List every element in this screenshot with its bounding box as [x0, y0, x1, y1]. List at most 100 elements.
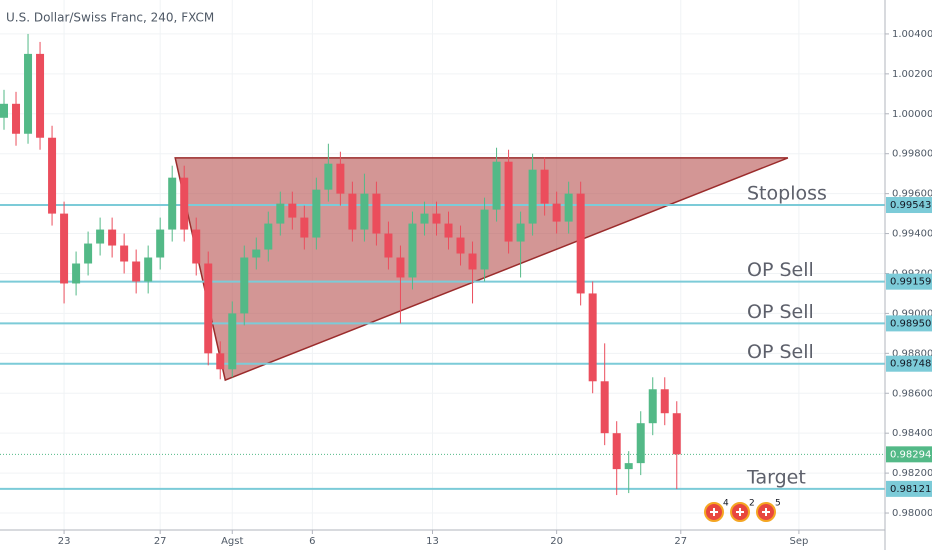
candle-body: [228, 313, 237, 370]
x-tick-label: 27: [674, 536, 687, 547]
candle-body: [444, 223, 453, 238]
candle-body: [240, 257, 249, 314]
event-count: 5: [775, 499, 781, 509]
price-tag-label: 0.98950: [890, 318, 931, 329]
candle-body: [648, 389, 657, 424]
candle-body: [372, 193, 381, 234]
candle-body: [276, 203, 285, 224]
price-tag-label: 0.99543: [890, 200, 931, 211]
candle-body: [396, 257, 405, 278]
y-tick-label: 0.98000: [892, 508, 932, 519]
level-label: OP Sell: [747, 259, 814, 281]
candle-body: [72, 263, 81, 284]
price-tag-label: 0.98748: [890, 359, 931, 370]
candle-body: [456, 237, 465, 254]
price-tag: [886, 315, 932, 332]
candle-body: [660, 389, 669, 414]
level-label: OP Sell: [747, 301, 814, 323]
candle-body: [12, 103, 21, 134]
candle-body: [564, 193, 573, 222]
candle-body: [492, 161, 501, 210]
candle-body: [600, 381, 609, 434]
last-price-tag: [886, 446, 932, 463]
level-label: Target: [746, 466, 806, 488]
candle-body: [300, 217, 309, 238]
level-label: Stoploss: [747, 183, 827, 205]
candle-body: [144, 257, 153, 282]
level-label: OP Sell: [747, 341, 814, 363]
price-tag: [886, 273, 932, 290]
candle-body: [132, 261, 141, 282]
candle-body: [324, 163, 333, 190]
candle-body: [288, 203, 297, 218]
candle-body: [636, 423, 645, 464]
levels: Stoploss OP Sell OP Sell OP Sell Target: [0, 183, 885, 490]
candle-body: [48, 137, 57, 214]
candle-body: [480, 209, 489, 270]
candle-body: [612, 433, 621, 470]
candle-body: [504, 161, 513, 242]
y-tick-label: 1.00000: [892, 109, 932, 120]
candle-body: [60, 213, 69, 284]
candle-body: [216, 353, 225, 370]
x-tick-label: 20: [550, 536, 563, 547]
y-tick-label: 0.98400: [892, 428, 932, 439]
candle-body: [84, 243, 93, 264]
candle-body: [624, 463, 633, 470]
y-tick-label: 0.99400: [892, 229, 932, 240]
last-price-label: 0.98294: [890, 449, 931, 460]
candle-body: [36, 53, 45, 138]
y-tick-label: 0.99800: [892, 149, 932, 160]
price-tag-label: 0.98121: [890, 484, 931, 495]
x-tick-label: Agst: [221, 536, 243, 547]
event-cross: [739, 508, 741, 516]
candle-body: [180, 177, 189, 230]
candle-body: [360, 193, 369, 230]
candle-body: [96, 229, 105, 244]
price-tag: [886, 480, 932, 497]
candle-body: [336, 163, 345, 194]
candle-body: [432, 213, 441, 224]
candle-body: [516, 223, 525, 242]
candle-body: [384, 233, 393, 258]
candle-body: [408, 223, 417, 278]
price-tag-label: 0.99159: [890, 277, 931, 288]
candle-body: [0, 103, 9, 118]
candle-body: [168, 177, 177, 230]
axes: 0.98000 0.98200 0.98400 0.98600 0.98800 0.990…: [58, 29, 932, 547]
events: 4 2 5: [704, 499, 781, 522]
candle-body: [192, 229, 201, 264]
y-tick-label: 1.00400: [892, 29, 932, 40]
y-tick-label: 0.99600: [892, 189, 932, 200]
y-tick-label: 0.98800: [892, 348, 932, 359]
candle-body: [24, 53, 33, 134]
candle-body: [588, 293, 597, 382]
candle-body: [108, 229, 117, 246]
event-cross: [713, 508, 715, 516]
x-tick-label: 27: [154, 536, 167, 547]
candle-body: [204, 263, 213, 354]
x-tick-label: 13: [426, 536, 439, 547]
candle-body: [672, 413, 681, 455]
candle-body: [348, 193, 357, 230]
candle-body: [576, 193, 585, 294]
candle-body: [552, 203, 561, 222]
candle-body: [120, 245, 129, 262]
candle-body: [156, 229, 165, 258]
candle-body: [312, 189, 321, 238]
y-tick-label: 0.99000: [892, 308, 932, 319]
candle-body: [540, 169, 549, 204]
y-tick-label: 0.98600: [892, 388, 932, 399]
candles: [0, 33, 681, 496]
x-tick-label: 6: [309, 536, 315, 547]
candle-body: [264, 223, 273, 250]
chart-title: U.S. Dollar/Swiss Franc, 240, FXCM: [6, 11, 214, 25]
x-tick-label: Sep: [789, 536, 808, 547]
y-tick-label: 1.00200: [892, 69, 932, 80]
price-tag: [886, 197, 932, 214]
event-count: 2: [749, 499, 755, 509]
candle-body: [252, 249, 261, 258]
candle-body: [528, 169, 537, 224]
event-cross: [765, 508, 767, 516]
